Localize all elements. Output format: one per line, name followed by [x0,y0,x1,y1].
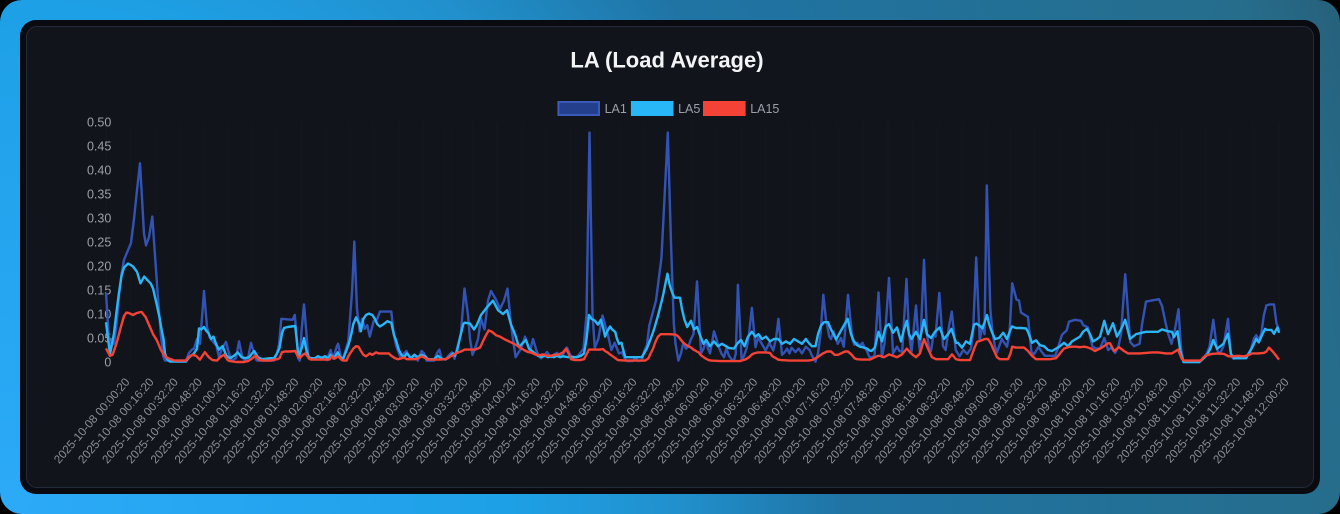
svg-text:0.05: 0.05 [87,332,111,346]
svg-text:LA5: LA5 [678,102,700,116]
svg-text:0: 0 [104,356,111,370]
svg-text:0.10: 0.10 [87,308,111,322]
svg-text:0.15: 0.15 [87,284,111,298]
svg-text:LA15: LA15 [750,102,779,116]
svg-text:0.45: 0.45 [87,140,111,154]
svg-text:0.25: 0.25 [87,236,111,250]
svg-text:LA1: LA1 [605,102,627,116]
svg-text:LA (Load Average): LA (Load Average) [570,48,763,73]
svg-text:0.30: 0.30 [87,212,111,226]
svg-text:0.20: 0.20 [87,260,111,274]
svg-text:0.40: 0.40 [87,164,111,178]
svg-text:0.35: 0.35 [87,188,111,202]
svg-text:0.50: 0.50 [87,116,111,130]
